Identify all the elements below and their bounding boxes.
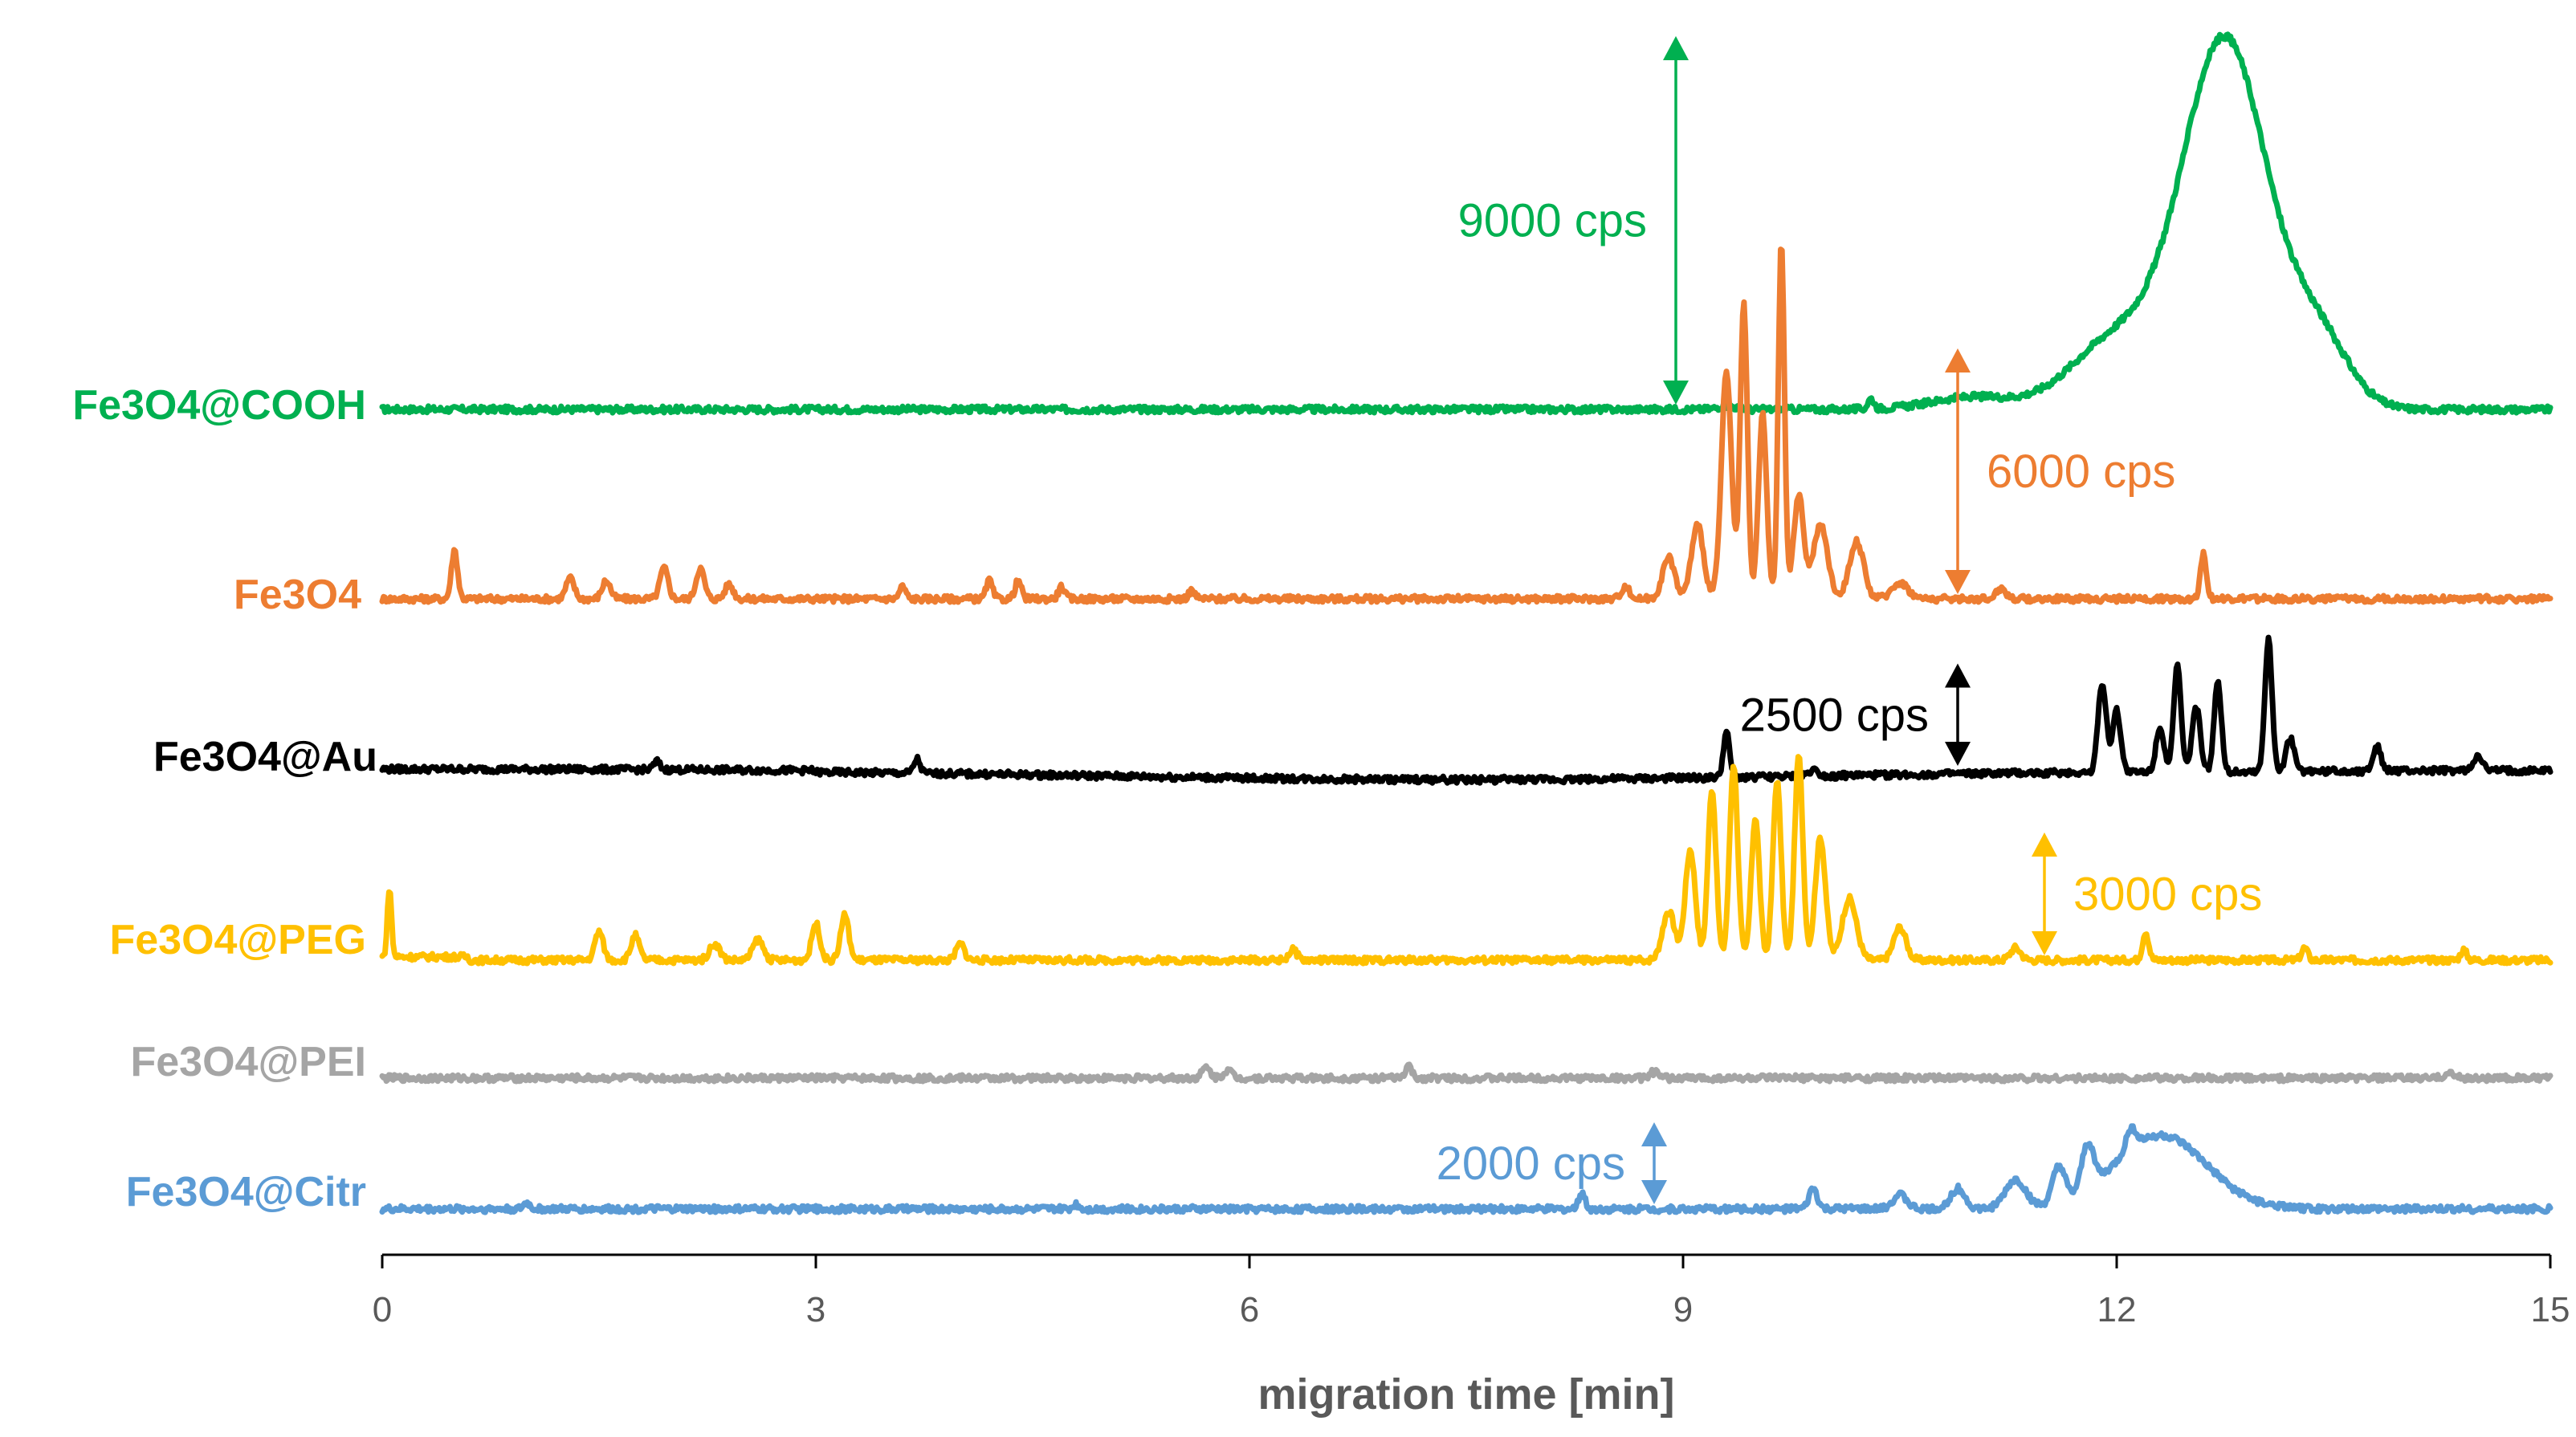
series-labels-group: Fe3O4@COOH Fe3O4 Fe3O4@Au Fe3O4@PEG Fe3O4@PE…: [72, 382, 377, 1215]
series-label: Fe3O4@PEG: [110, 917, 367, 963]
series-label: Fe3O4: [234, 572, 361, 618]
annotation-arrow-head: [1663, 381, 1689, 405]
annotation-fe3o4-citr: 2000 cps: [1437, 1122, 1667, 1204]
annotation-label: 2500 cps: [1740, 689, 1929, 741]
series-line-fe3o4-cooh: [379, 31, 2554, 416]
series-label: Fe3O4@PEI: [131, 1039, 367, 1085]
annotation-arrow-head: [2032, 931, 2057, 955]
series-label: Fe3O4@Citr: [126, 1169, 366, 1215]
traces-group: [379, 31, 2554, 1215]
series-label: Fe3O4@Au: [153, 734, 377, 780]
annotation-fe3o4: 6000 cps: [1945, 348, 2175, 594]
annotation-label: 3000 cps: [2073, 869, 2262, 921]
annotation-label: 9000 cps: [1458, 195, 1647, 247]
series-line-fe3o4-peg: [379, 754, 2554, 967]
x-axis-title: migration time [min]: [1257, 1370, 1674, 1419]
x-tick-label: 15: [2531, 1290, 2570, 1329]
annotation-label: 2000 cps: [1437, 1138, 1625, 1190]
annotation-fe3o4-peg: 3000 cps: [2032, 832, 2262, 955]
series-line-fe3o4-citr: [379, 1123, 2554, 1215]
x-tick-label: 9: [1673, 1290, 1693, 1329]
x-tick-label: 12: [2097, 1290, 2137, 1329]
annotation-arrow-head: [1945, 348, 1971, 372]
annotation-arrow-head: [2032, 832, 2057, 857]
series-line-fe3o4-pei: [379, 1061, 2554, 1085]
annotation-arrow-head: [1663, 36, 1689, 60]
annotation-arrow-head: [1945, 742, 1971, 766]
series-line-fe3o4: [379, 246, 2554, 605]
annotation-fe3o4-cooh: 9000 cps: [1458, 36, 1689, 405]
annotation-fe3o4-au: 2500 cps: [1740, 663, 1971, 766]
x-tick-label: 6: [1240, 1290, 1259, 1329]
series-label: Fe3O4@COOH: [72, 382, 366, 429]
annotation-arrow-head: [1641, 1180, 1667, 1204]
x-tick-label: 0: [373, 1290, 392, 1329]
series-line-fe3o4-au: [379, 634, 2554, 786]
annotation-arrow-head: [1641, 1122, 1667, 1146]
annotations-group: 9000 cps 6000 cps 2500 cps 3000 cps 2000 cps: [1437, 36, 2262, 1204]
annotation-arrow-head: [1945, 570, 1971, 594]
annotation-label: 6000 cps: [1987, 446, 2175, 498]
annotation-arrow-head: [1945, 663, 1971, 688]
x-axis: 0 3 6 9 12 15: [373, 1253, 2570, 1329]
x-tick-label: 3: [806, 1290, 825, 1329]
